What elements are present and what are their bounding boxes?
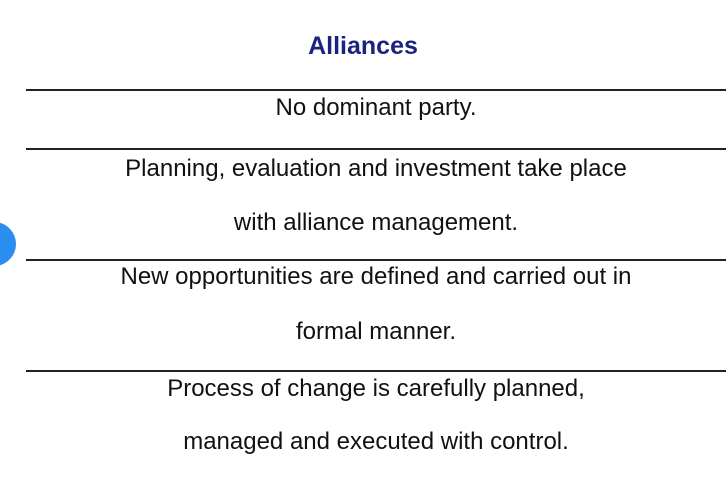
row-4-line-2: managed and executed with control. (183, 428, 569, 455)
row-3-line-2: formal manner. (295, 318, 457, 345)
slide-title: Alliances (308, 32, 418, 60)
divider (26, 148, 726, 150)
divider (26, 259, 726, 261)
row-2-line-1: Planning, evaluation and investment take… (125, 155, 627, 182)
row-1-line-1: No dominant party. (275, 94, 477, 121)
row-4-line-1: Process of change is carefully planned, (167, 375, 585, 402)
divider (26, 89, 726, 91)
step-marker-circle (0, 222, 16, 266)
row-2-line-2: with alliance management. (233, 209, 519, 236)
row-3-line-1: New opportunities are defined and carrie… (120, 263, 632, 290)
divider (26, 370, 726, 372)
